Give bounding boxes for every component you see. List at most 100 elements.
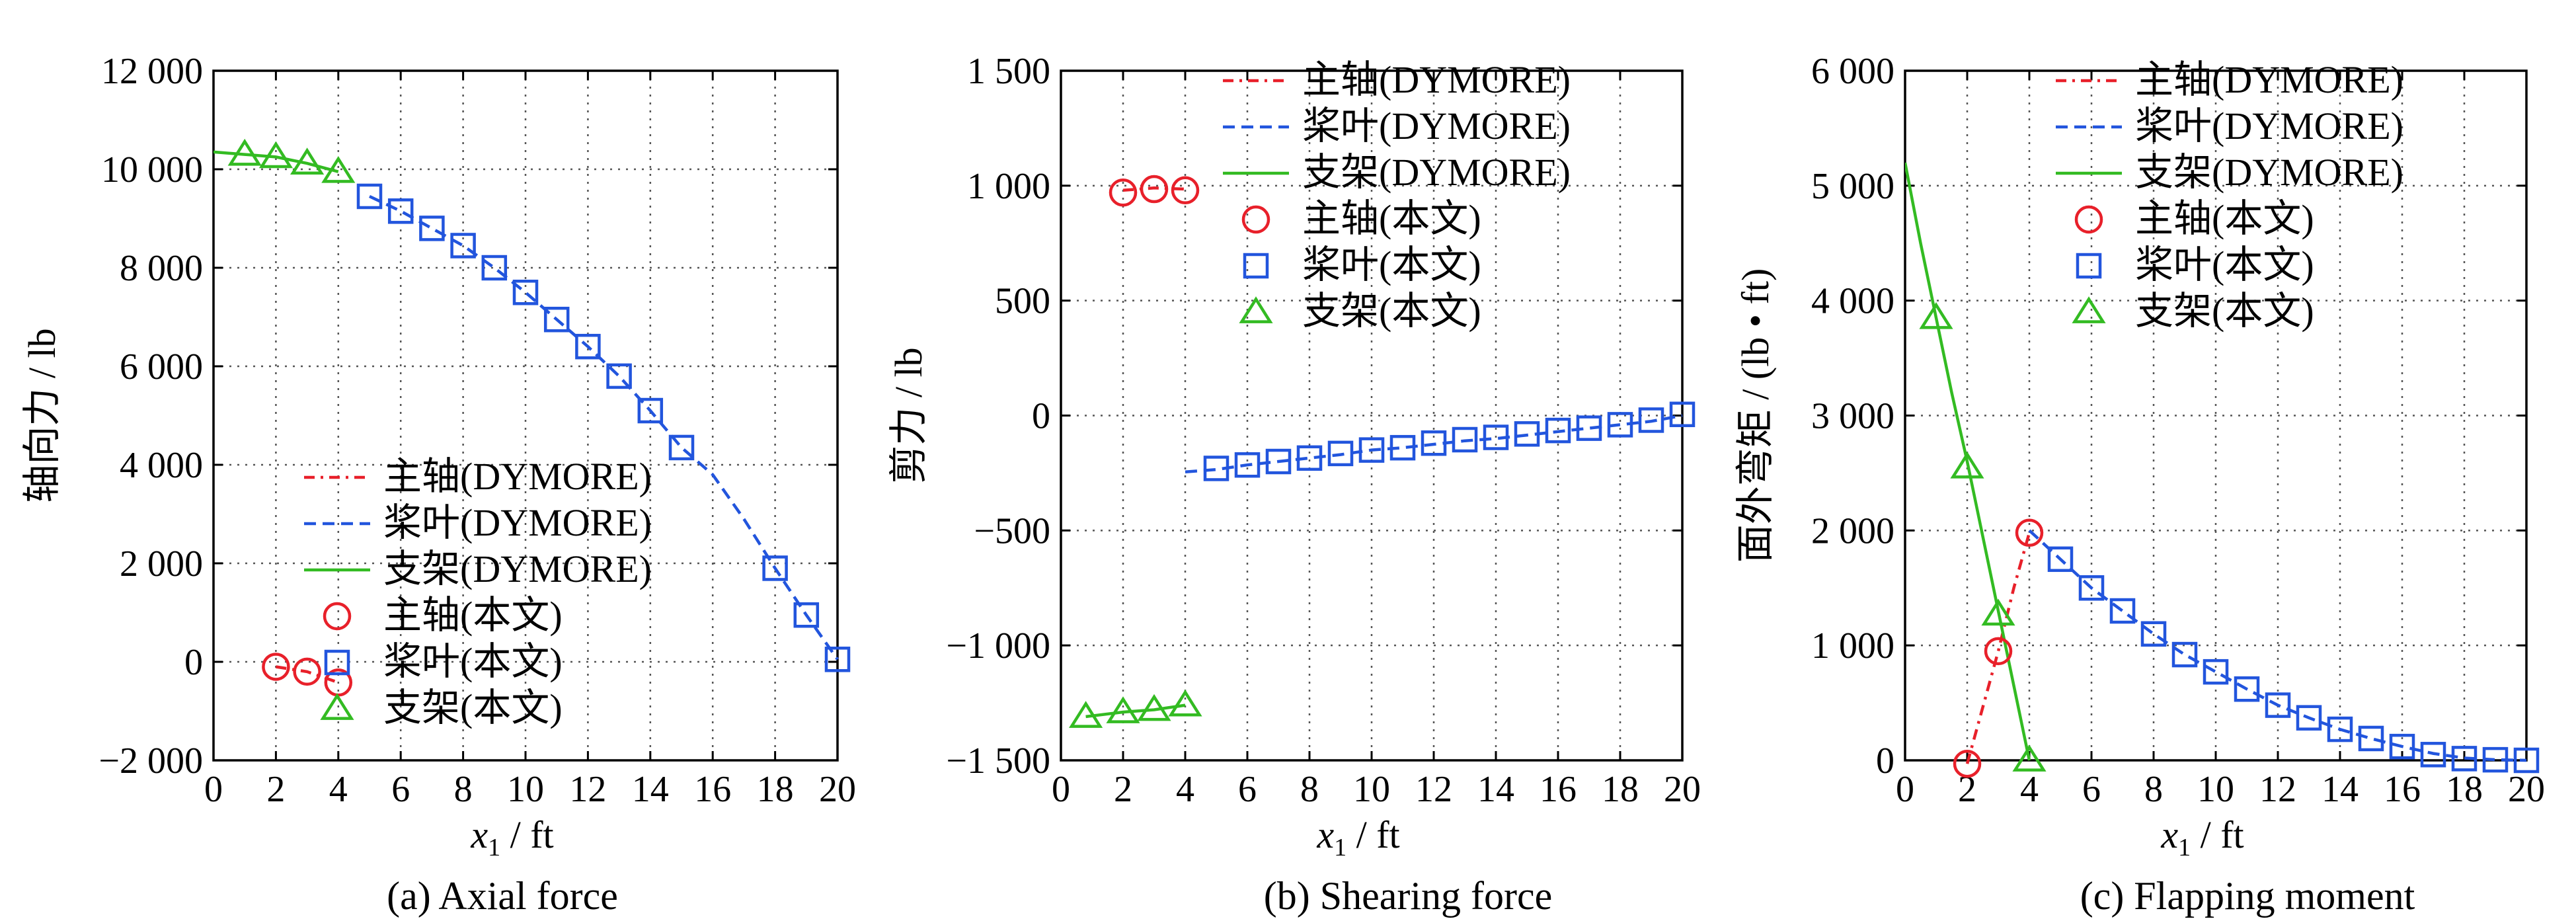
data-point-bracket	[1168, 689, 1202, 717]
y-tick-label: 12 000	[101, 51, 203, 92]
y-tick-label: 1 500	[967, 51, 1050, 92]
x-tick-label: 20	[819, 769, 856, 810]
series-line-main_shaft	[1965, 532, 2031, 764]
legend-label: 主轴(DYMORE)	[1302, 58, 1571, 101]
x-tick-label: 12	[2259, 769, 2296, 810]
data-point-main_shaft	[2015, 518, 2044, 547]
x-tick-label: 2	[266, 769, 285, 810]
data-point-blade	[2389, 733, 2415, 760]
data-point-blade	[450, 233, 476, 259]
data-point-blade	[637, 397, 664, 424]
data-point-main_shaft	[293, 657, 321, 686]
data-point-blade	[575, 333, 601, 360]
data-point-blade	[2078, 575, 2105, 601]
data-point-blade	[1483, 424, 1509, 450]
y-tick-label: 1 000	[1811, 625, 1894, 666]
data-point-blade	[668, 434, 695, 461]
data-point-blade	[419, 216, 445, 241]
x-tick-label: 0	[204, 769, 223, 810]
series-line-blade	[2028, 529, 2527, 762]
data-point-blade	[2047, 546, 2074, 573]
legend-label: 主轴(DYMORE)	[383, 455, 652, 498]
x-tick-label: 2	[1114, 769, 1132, 810]
x-tick-label: 4	[2020, 769, 2039, 810]
y-tick-label: 4 000	[1811, 281, 1894, 322]
y-tick-label: −2 000	[98, 741, 203, 781]
x-tick-label: 16	[2384, 769, 2421, 810]
x-tick-label: 10	[507, 769, 544, 810]
legend-marker-bracket	[1239, 296, 1273, 323]
y-tick-label: 0	[1032, 396, 1050, 437]
panel-caption: (c) Flapping moment	[2080, 874, 2415, 918]
x-tick-label: 20	[1664, 769, 1701, 810]
data-point-blade	[824, 647, 851, 672]
series-line-main_shaft	[1122, 186, 1186, 192]
y-axis-label: 面外弯矩 / (lb • ft)	[1734, 268, 1777, 563]
x-tick-label: 12	[1415, 769, 1452, 810]
x-tick-label: 6	[391, 769, 410, 810]
y-tick-label: 0	[1876, 741, 1894, 781]
data-point-bracket	[227, 138, 262, 166]
data-point-blade	[2420, 742, 2446, 768]
data-point-blade	[2327, 716, 2353, 742]
chart-panel-2: 0 2 4 6 8 10 12 14 16 18 20 −1 500 −1 000 −500 0 500 1 0…	[887, 51, 1701, 918]
data-point-blade	[793, 602, 820, 628]
plot-area	[1905, 162, 2540, 778]
data-point-bracket	[1981, 598, 2015, 626]
x-tick-label: 16	[1540, 769, 1577, 810]
legend-label: 主轴(本文)	[1302, 197, 1481, 240]
x-tick-label: 10	[1353, 769, 1390, 810]
legend-label: 桨叶(本文)	[1302, 243, 1481, 286]
data-point-blade	[1452, 426, 1478, 453]
data-point-blade	[1669, 401, 1696, 428]
data-point-main_shaft	[262, 653, 290, 681]
data-point-blade	[1389, 434, 1416, 461]
data-point-blade	[2451, 746, 2478, 772]
y-tick-label: 10 000	[101, 149, 203, 190]
data-point-main_shaft	[1109, 179, 1138, 207]
data-point-blade	[2513, 747, 2540, 774]
x-tick-label: 8	[1300, 769, 1319, 810]
data-point-blade	[356, 183, 383, 210]
legend-marker-blade	[2076, 253, 2102, 279]
data-point-blade	[2296, 705, 2322, 731]
x-axis-label: x1 / ft	[2160, 813, 2244, 861]
data-point-bracket	[290, 147, 325, 175]
data-point-main_shaft	[1140, 175, 1169, 204]
plot-area	[214, 138, 851, 697]
legend-label: 支架(本文)	[383, 686, 563, 729]
legend: 主轴(DYMORE)桨叶(DYMORE)支架(DYMORE)主轴(本文)桨叶(本…	[304, 455, 652, 729]
y-tick-label: 500	[995, 281, 1050, 322]
legend-label: 主轴(本文)	[383, 594, 563, 637]
data-point-bracket	[1919, 301, 1953, 329]
x-tick-label: 0	[1052, 769, 1070, 810]
data-point-blade	[2234, 676, 2260, 702]
data-point-blade	[2482, 746, 2509, 773]
legend-marker-bracket	[320, 693, 354, 720]
y-tick-label: −500	[974, 510, 1050, 551]
data-point-bracket	[1950, 451, 1984, 479]
x-tick-label: 14	[2322, 769, 2359, 810]
data-point-main_shaft	[1171, 176, 1200, 205]
x-axis-label: x1 / ft	[470, 813, 553, 861]
y-tick-label: 8 000	[120, 248, 203, 289]
series-line-bracket	[1085, 703, 1186, 719]
data-point-blade	[1265, 448, 1292, 475]
data-point-blade	[1421, 430, 1447, 456]
data-point-blade	[1576, 415, 1602, 441]
legend: 主轴(DYMORE)桨叶(DYMORE)支架(DYMORE)主轴(本文)桨叶(本…	[1223, 58, 1571, 333]
data-point-blade	[1545, 417, 1571, 444]
legend-marker-main_shaft	[323, 602, 352, 631]
x-tick-label: 20	[2508, 769, 2545, 810]
x-tick-label: 6	[1238, 769, 1257, 810]
legend-label: 桨叶(DYMORE)	[1302, 104, 1571, 147]
data-point-blade	[1327, 440, 1354, 467]
panel-caption: (a) Axial force	[387, 874, 618, 918]
data-point-blade	[1638, 407, 1664, 433]
legend-label: 主轴(DYMORE)	[2135, 58, 2403, 101]
data-point-bracket	[1137, 694, 1171, 721]
y-tick-label: 2 000	[120, 543, 203, 584]
data-point-blade	[1607, 412, 1633, 438]
